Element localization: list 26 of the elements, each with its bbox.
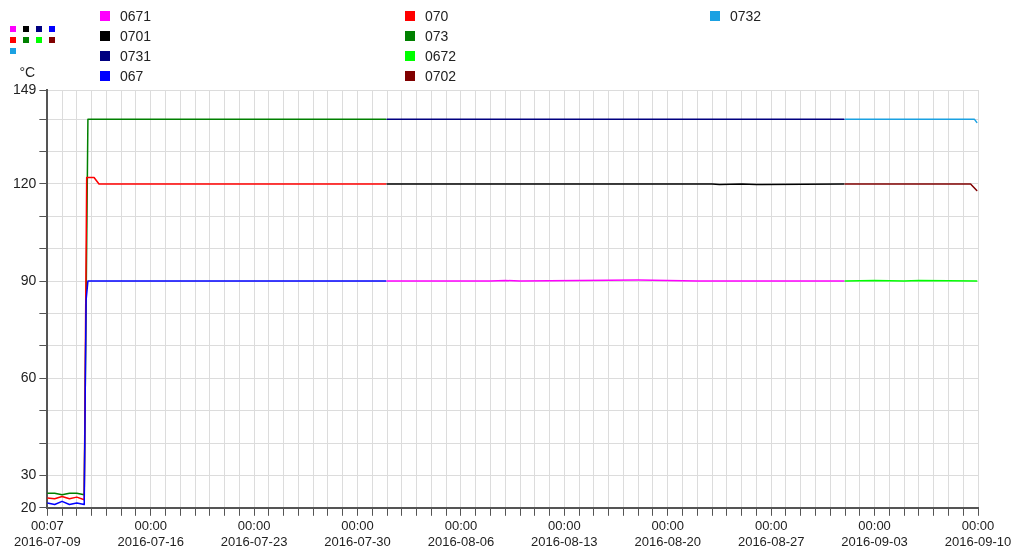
y-tick-label: 60 <box>20 369 37 386</box>
x-tick-label: 00:00 2016-08-06 <box>427 518 495 549</box>
y-tick-label: 90 <box>20 271 37 288</box>
legend-label: 0671 <box>120 8 152 24</box>
legend-label: 0732 <box>730 8 762 24</box>
legend-label: 070 <box>425 8 449 24</box>
x-tick-label: 00:00 2016-08-27 <box>737 518 805 549</box>
x-tick-label: 00:00 2016-07-23 <box>220 518 288 549</box>
legend-label: 0731 <box>120 48 152 64</box>
y-tick-label: 30 <box>20 466 37 483</box>
legend-label: 0672 <box>425 48 457 64</box>
x-tick-label: 00:00 2016-07-30 <box>324 518 391 549</box>
x-tick-label: 00:07 2016-07-09 <box>14 518 81 549</box>
legend-label: 0701 <box>120 28 152 44</box>
legend-label: 073 <box>425 28 449 44</box>
legend-label: 067 <box>120 68 144 84</box>
x-tick-label: 00:00 2016-08-20 <box>634 518 702 549</box>
y-tick-label: 20 <box>20 498 37 515</box>
x-tick-label: 00:00 2016-07-16 <box>117 518 184 549</box>
x-tick-label: 00:00 2016-09-03 <box>841 518 908 549</box>
y-axis-title: °C <box>19 63 36 80</box>
x-tick-label: 00:00 2016-08-13 <box>531 518 598 549</box>
x-tick-label: 00:00 2016-09-10 <box>944 518 1012 549</box>
y-tick-label: 149 <box>13 80 37 97</box>
legend-label: 0702 <box>425 68 457 84</box>
y-tick-label: 120 <box>13 174 37 191</box>
